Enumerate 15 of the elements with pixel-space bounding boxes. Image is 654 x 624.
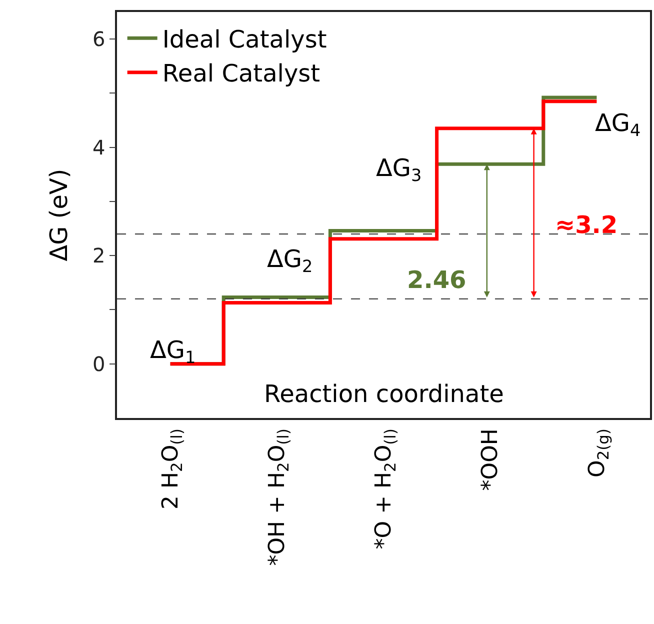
y-axis-title: ΔG (eV) <box>45 168 74 262</box>
annotation: ΔG$_{2}$ <box>267 245 313 276</box>
annotation: Reaction coordinate <box>264 380 504 408</box>
annotation: ΔG$_{1}$ <box>150 336 196 368</box>
legend-label: Ideal Catalyst <box>162 26 327 54</box>
annotation: ≈3.2 <box>555 211 618 239</box>
legend-label: Real Catalyst <box>162 60 320 88</box>
annotation: ΔG$_{4}$ <box>595 109 641 140</box>
y-tick-label: 6 <box>92 27 106 52</box>
annotation: 2.46 <box>407 266 466 294</box>
y-tick-label: 0 <box>92 352 106 376</box>
annotation: ΔG$_{3}$ <box>376 154 422 186</box>
y-tick-label: 2 <box>92 244 106 268</box>
x-tick-label: *OOH <box>478 428 504 491</box>
y-tick-label: 4 <box>92 135 106 160</box>
